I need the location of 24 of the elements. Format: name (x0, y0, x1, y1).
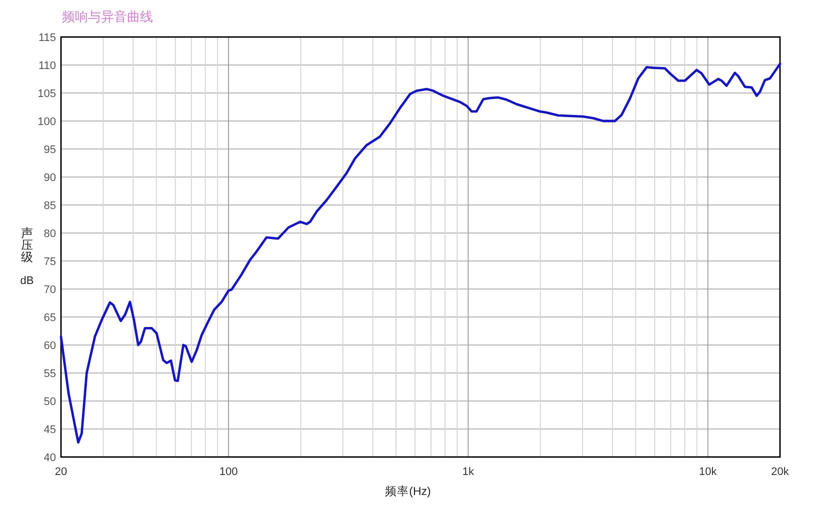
y-tick-label: 70 (44, 284, 56, 296)
y-axis-title: 声压级 dB (20, 226, 34, 287)
y-tick-label: 85 (44, 200, 56, 212)
chart-title: 频响与异音曲线 (62, 9, 153, 24)
y-tick-label: 80 (44, 228, 56, 240)
y-tick-label: 95 (44, 144, 56, 156)
y-tick-label: 40 (44, 452, 56, 464)
y-tick-label: 50 (44, 396, 56, 408)
x-tick-label: 1k (462, 466, 474, 478)
y-tick-label: 55 (44, 368, 56, 380)
x-axis-title: 频率(Hz) (385, 484, 432, 498)
x-tick-label: 20 (54, 466, 68, 478)
x-tick-label: 20k (771, 466, 790, 478)
x-tick-label: 100 (219, 466, 238, 478)
y-tick-label: 115 (38, 32, 56, 44)
y-tick-label: 90 (44, 172, 56, 184)
y-tick-label: 45 (44, 424, 56, 436)
y-tick-label: 75 (44, 256, 56, 268)
y-tick-label: 65 (44, 312, 56, 324)
y-tick-label: 100 (38, 116, 56, 128)
y-tick-label: 60 (44, 340, 56, 352)
y-tick-label: 110 (38, 60, 56, 72)
y-tick-label: 105 (38, 88, 56, 100)
x-tick-label: 10k (698, 466, 718, 478)
